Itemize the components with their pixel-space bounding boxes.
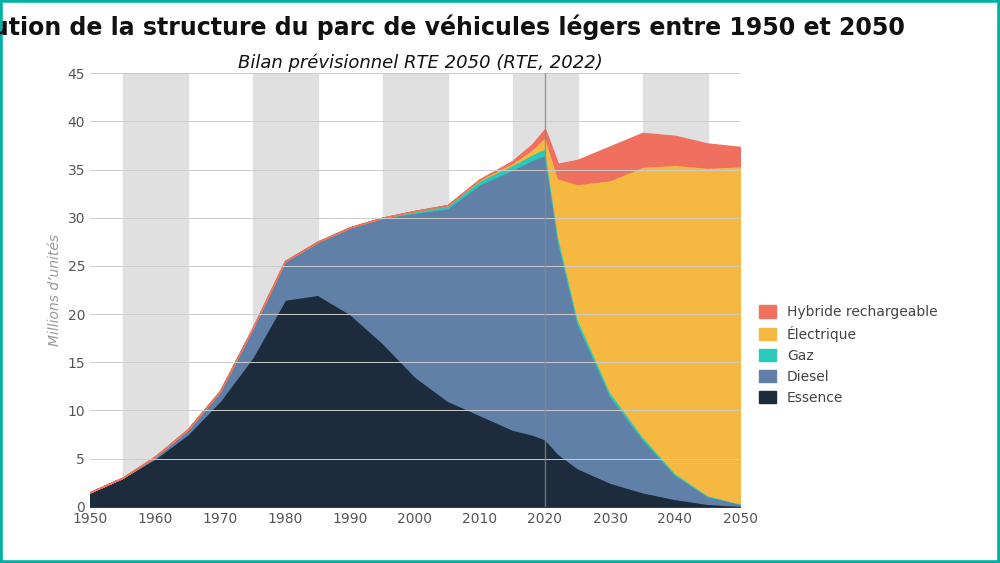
Bar (512, 73, 578, 507)
Bar (252, 73, 318, 507)
Legend: Hybride rechargeable, Électrique, Gaz, Diesel, Essence: Hybride rechargeable, Électrique, Gaz, D… (753, 300, 943, 410)
Bar (122, 73, 188, 507)
Text: Bilan prévisionnel RTE 2050 (RTE, 2022): Bilan prévisionnel RTE 2050 (RTE, 2022) (238, 53, 602, 72)
Bar (382, 73, 448, 507)
Bar (642, 73, 708, 507)
Y-axis label: Millions d’unités: Millions d’unités (48, 234, 62, 346)
Text: Evolution de la structure du parc de véhicules légers entre 1950 et 2050: Evolution de la structure du parc de véh… (0, 14, 904, 39)
